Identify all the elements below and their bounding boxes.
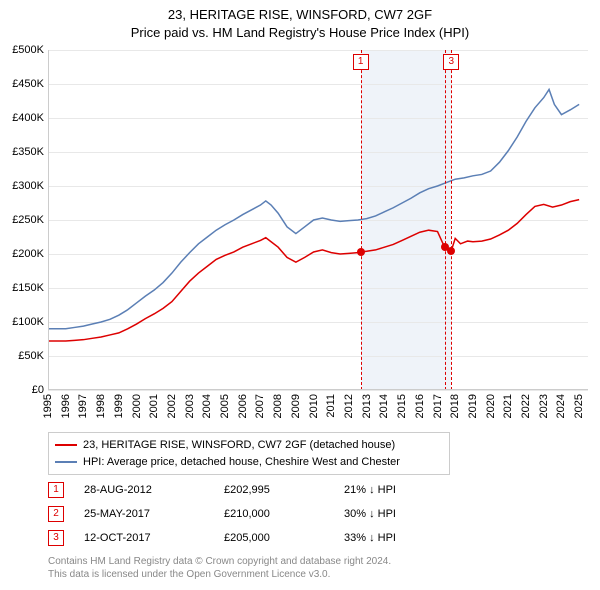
x-tick-label: 2004 [201,394,213,418]
series-line-hpi [48,89,579,328]
chart-plot-area: 13 [48,50,588,390]
y-tick-label: £450K [0,78,44,90]
sales-row-1: 1 28-AUG-2012 £202,995 21% ↓ HPI [48,478,444,502]
sales-diff-2: 30% ↓ HPI [344,508,444,520]
sales-row-2: 2 25-MAY-2017 £210,000 30% ↓ HPI [48,502,444,526]
x-tick-label: 2016 [414,394,426,418]
sales-badge-3: 3 [48,530,64,546]
sales-diff-3: 33% ↓ HPI [344,532,444,544]
y-tick-label: £350K [0,146,44,158]
x-tick-label: 2005 [219,394,231,418]
legend-swatch-series-1 [55,444,77,446]
x-tick-label: 2000 [131,394,143,418]
attribution-block: Contains HM Land Registry data © Crown c… [48,555,391,581]
legend-label-1: 23, HERITAGE RISE, WINSFORD, CW7 2GF (de… [83,437,395,454]
x-tick-label: 2021 [502,394,514,418]
title-address: 23, HERITAGE RISE, WINSFORD, CW7 2GF [0,6,600,24]
x-tick-label: 2002 [166,394,178,418]
x-tick-label: 2023 [538,394,550,418]
y-tick-label: £400K [0,112,44,124]
x-tick-label: 2006 [237,394,249,418]
x-tick-label: 2019 [467,394,479,418]
x-tick-label: 2013 [361,394,373,418]
y-tick-label: £150K [0,282,44,294]
legend-box: 23, HERITAGE RISE, WINSFORD, CW7 2GF (de… [48,432,450,475]
x-tick-label: 2014 [378,394,390,418]
sales-date-3: 12-OCT-2017 [84,532,224,544]
x-tick-label: 2020 [485,394,497,418]
legend-row-1: 23, HERITAGE RISE, WINSFORD, CW7 2GF (de… [55,437,443,454]
x-tick-label: 2007 [254,394,266,418]
gridline-h [48,390,588,391]
sales-badge-2: 2 [48,506,64,522]
chart-lines-svg [48,50,588,390]
y-tick-label: £250K [0,214,44,226]
sales-price-2: £210,000 [224,508,344,520]
sale-marker-dot [447,247,455,255]
x-tick-label: 2015 [396,394,408,418]
sales-row-3: 3 12-OCT-2017 £205,000 33% ↓ HPI [48,526,444,550]
x-tick-label: 2011 [325,394,337,418]
x-tick-label: 2012 [343,394,355,418]
sales-table: 1 28-AUG-2012 £202,995 21% ↓ HPI 2 25-MA… [48,478,444,550]
x-tick-label: 2022 [520,394,532,418]
legend-label-2: HPI: Average price, detached house, Ches… [83,454,400,471]
x-tick-label: 2010 [308,394,320,418]
x-tick-label: 1996 [60,394,72,418]
legend-swatch-series-2 [55,461,77,463]
y-tick-label: £200K [0,248,44,260]
x-tick-label: 2018 [449,394,461,418]
x-tick-label: 2024 [555,394,567,418]
x-tick-label: 2025 [573,394,585,418]
attribution-line-2: This data is licensed under the Open Gov… [48,568,391,581]
sale-badge-top: 1 [353,54,369,70]
y-tick-label: £50K [0,350,44,362]
x-tick-label: 1997 [77,394,89,418]
x-tick-label: 2003 [184,394,196,418]
x-tick-label: 1999 [113,394,125,418]
sale-vertical-line [445,50,446,390]
sales-date-1: 28-AUG-2012 [84,484,224,496]
sales-diff-1: 21% ↓ HPI [344,484,444,496]
x-tick-label: 2008 [272,394,284,418]
sale-vertical-line [451,50,452,390]
sales-badge-1: 1 [48,482,64,498]
sale-marker-dot [357,248,365,256]
sale-badge-top: 3 [443,54,459,70]
y-tick-label: £300K [0,180,44,192]
x-tick-label: 1995 [42,394,54,418]
y-tick-label: £500K [0,44,44,56]
title-subtitle: Price paid vs. HM Land Registry's House … [0,24,600,42]
sales-price-3: £205,000 [224,532,344,544]
x-tick-label: 2017 [432,394,444,418]
x-tick-label: 2009 [290,394,302,418]
sale-vertical-line [361,50,362,390]
sales-date-2: 25-MAY-2017 [84,508,224,520]
y-tick-label: £100K [0,316,44,328]
figure-container: 23, HERITAGE RISE, WINSFORD, CW7 2GF Pri… [0,0,600,590]
sales-price-1: £202,995 [224,484,344,496]
y-tick-label: £0 [0,384,44,396]
legend-row-2: HPI: Average price, detached house, Ches… [55,454,443,471]
title-block: 23, HERITAGE RISE, WINSFORD, CW7 2GF Pri… [0,0,600,42]
attribution-line-1: Contains HM Land Registry data © Crown c… [48,555,391,568]
x-tick-label: 1998 [95,394,107,418]
x-tick-label: 2001 [148,394,160,418]
